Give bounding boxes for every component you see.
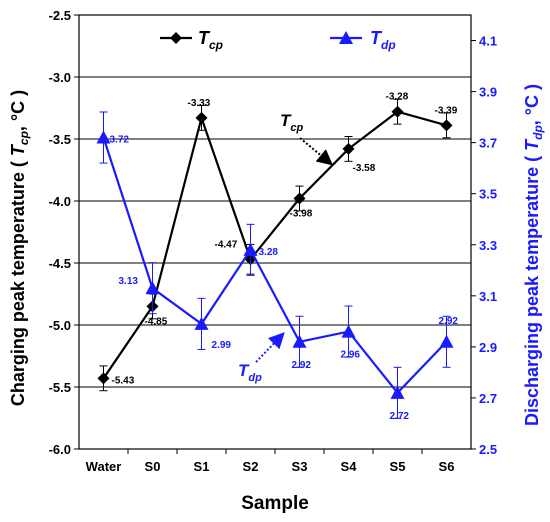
legend-marker-cp bbox=[170, 32, 182, 44]
left-axis-title-main: Charging peak temperature ( bbox=[8, 156, 28, 406]
left-axis-tick-label: -6.0 bbox=[49, 442, 71, 457]
data-point-cp bbox=[391, 105, 404, 118]
series-line-cp bbox=[102, 110, 447, 379]
x-axis-tick-label: Water bbox=[86, 459, 122, 474]
x-axis-tick-label: S1 bbox=[194, 459, 210, 474]
annotation-cp-subscript: cp bbox=[290, 122, 303, 134]
right-axis-tick-label: 2.7 bbox=[479, 391, 497, 406]
x-axis-tick-label: S3 bbox=[292, 459, 308, 474]
data-label-dp: 2.72 bbox=[390, 411, 410, 422]
left-axis-title-subscript: cp bbox=[17, 131, 31, 145]
data-label-cp: -3.98 bbox=[290, 209, 313, 220]
x-axis-title: Sample bbox=[241, 493, 309, 514]
annotation-dp-subscript: dp bbox=[248, 372, 262, 384]
data-point-dp bbox=[341, 324, 356, 338]
plot-frame bbox=[78, 14, 472, 450]
series bbox=[96, 98, 454, 419]
data-label-cp: -3.58 bbox=[353, 163, 376, 174]
right-axis-tick-label: 2.5 bbox=[479, 442, 497, 457]
right-axis-title-main: Discharging peak temperature ( bbox=[522, 151, 542, 426]
right-axis-title-unit: , °C ) bbox=[522, 84, 542, 125]
left-axis-title-symbol: T bbox=[8, 143, 28, 156]
legend-label-cp-symbol: T bbox=[198, 28, 211, 48]
data-point-dp bbox=[194, 316, 209, 330]
data-label-cp: -3.33 bbox=[188, 98, 211, 109]
right-axis-tick-label: 3.5 bbox=[479, 187, 497, 202]
data-point-cp bbox=[195, 111, 208, 124]
data-point-dp bbox=[390, 385, 405, 399]
annotation-dp: Tdp bbox=[238, 361, 262, 384]
data-label-cp: -4.47 bbox=[215, 239, 238, 250]
annotation-arrow-cp bbox=[299, 137, 334, 166]
data-label-dp: 2.96 bbox=[341, 350, 361, 361]
right-axis-tick-label: 3.9 bbox=[479, 85, 497, 100]
x-axis-tick-label: S4 bbox=[341, 459, 358, 474]
data-point-cp bbox=[293, 192, 306, 205]
data-point-cp bbox=[342, 142, 355, 155]
grid-lines bbox=[79, 76, 471, 388]
annotation-cp-symbol: T bbox=[280, 111, 292, 130]
data-point-dp bbox=[96, 130, 111, 144]
right-axis-title: Discharging peak temperature ( Tdp, °C ) bbox=[522, 84, 545, 426]
legend-label-dp: Tdp bbox=[370, 28, 396, 52]
legend: Tcp Tdp bbox=[160, 28, 396, 52]
data-point-dp bbox=[145, 281, 160, 295]
left-axis-title: Charging peak temperature ( Tcp, °C ) bbox=[8, 90, 31, 406]
data-label-dp: 2.92 bbox=[439, 316, 459, 327]
x-axis-tick-label: S6 bbox=[439, 459, 455, 474]
left-axis-tick-label: -4.0 bbox=[49, 194, 71, 209]
data-label-dp: 2.99 bbox=[212, 340, 232, 351]
data-point-cp bbox=[97, 372, 110, 385]
data-label-dp: 2.92 bbox=[292, 360, 312, 371]
right-axis-tick-label: 3.3 bbox=[479, 238, 497, 253]
data-label-dp: 3.13 bbox=[119, 276, 139, 287]
annotation-dp-symbol: T bbox=[238, 361, 250, 380]
legend-label-dp-subscript: dp bbox=[381, 38, 396, 52]
x-axis-tick-label: S0 bbox=[145, 459, 161, 474]
data-label-cp: -3.39 bbox=[435, 105, 458, 116]
data-point-dp bbox=[292, 334, 307, 348]
axes: -6.0 -5.5 -5.0 -4.5 -4.0 -3.5 -3.0 -2.5 2.5 2.7 2.… bbox=[49, 8, 497, 474]
legend-marker-dp bbox=[339, 31, 353, 44]
left-axis-tick-label: -4.5 bbox=[49, 256, 71, 271]
data-label-cp: -3.28 bbox=[386, 92, 409, 103]
right-axis-tick-label: 2.9 bbox=[479, 340, 497, 355]
data-label-dp: 3.72 bbox=[110, 135, 130, 146]
right-axis-tick-label: 4.1 bbox=[479, 34, 497, 49]
left-axis-tick-label: -5.0 bbox=[49, 318, 71, 333]
left-axis-title-unit: , °C ) bbox=[8, 90, 28, 131]
series-line-dp bbox=[102, 137, 448, 395]
legend-label-dp-symbol: T bbox=[370, 28, 383, 48]
data-labels: -5.43 -4.85 -3.33 -4.47 -3.98 -3.58 -3.28 -3.39… bbox=[110, 92, 459, 422]
legend-label-cp: Tcp bbox=[198, 28, 223, 52]
left-axis-tick-label: -2.5 bbox=[49, 8, 71, 23]
right-axis-title-subscript: dp bbox=[531, 125, 545, 140]
left-axis-tick-label: -3.5 bbox=[49, 132, 71, 147]
data-label-dp: 3.28 bbox=[259, 247, 279, 258]
data-label-cp: -5.43 bbox=[112, 375, 135, 386]
left-axis-tick-label: -3.0 bbox=[49, 70, 71, 85]
legend-label-cp-subscript: cp bbox=[209, 38, 223, 52]
x-axis-tick-label: S5 bbox=[390, 459, 406, 474]
right-axis-tick-label: 3.7 bbox=[479, 136, 497, 151]
right-axis-title-symbol: T bbox=[522, 138, 542, 151]
x-axis-tick-label: S2 bbox=[243, 459, 259, 474]
data-point-cp bbox=[440, 119, 453, 132]
data-label-cp: -4.85 bbox=[145, 316, 168, 327]
data-point-dp bbox=[243, 242, 258, 256]
data-point-dp bbox=[439, 334, 454, 348]
annotation-arrow-dp bbox=[255, 332, 285, 363]
left-axis-tick-label: -5.5 bbox=[49, 380, 71, 395]
right-axis-tick-label: 3.1 bbox=[479, 289, 497, 304]
annotation-cp: Tcp bbox=[280, 111, 304, 134]
